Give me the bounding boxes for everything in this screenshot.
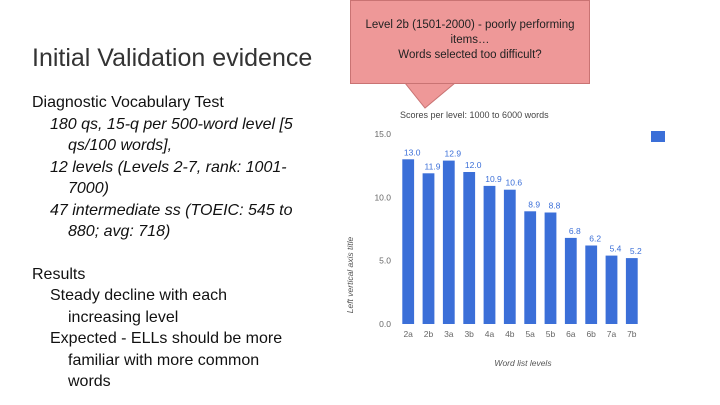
callout-box: Level 2b (1501-2000) - poorly performing… [350, 0, 590, 84]
data-label: 8.8 [549, 201, 561, 211]
y-tick-label: 0.0 [379, 319, 391, 329]
data-label: 12.0 [465, 160, 482, 170]
data-label: 5.2 [630, 246, 642, 256]
x-tick-label: 5a [525, 329, 535, 339]
x-tick-label: 2a [403, 329, 413, 339]
bullet-item: Expected - ELLs should be more familiar … [50, 328, 352, 393]
bar-3a [442, 160, 455, 324]
bar-4a [483, 185, 496, 324]
bullet-text-cont: 880; avg: 718) [68, 223, 171, 240]
bullet-item: 12 levels (Levels 2-7, rank: 1001- 7000) [50, 157, 352, 200]
bullet-text-cont: words [68, 373, 111, 390]
bar-3b [463, 172, 476, 324]
x-tick-label: 6a [566, 329, 576, 339]
data-label: 13.0 [404, 147, 421, 157]
bullet-item: 180 qs, 15-q per 500-word level [5 qs/10… [50, 114, 352, 157]
data-label: 5.4 [610, 244, 622, 254]
slide-title: Initial Validation evidence [32, 44, 313, 72]
bullet-text: 12 levels (Levels 2-7, rank: 1001- [50, 158, 287, 176]
y-tick-label: 10.0 [374, 192, 391, 202]
bar-2a [402, 159, 415, 324]
chart-title: Scores per level: 1000 to 6000 words [400, 110, 549, 120]
x-tick-label: 7a [607, 329, 617, 339]
bar-chart: Scores per level: 1000 to 6000 words Lef… [345, 110, 642, 368]
data-label: 6.8 [569, 226, 581, 236]
bar-7b [625, 258, 638, 324]
x-tick-label: 5b [546, 329, 556, 339]
bullet-text-cont: 7000) [68, 180, 109, 197]
bar-6a [564, 237, 577, 324]
x-tick-label: 3b [464, 329, 474, 339]
bullet-text-cont: familiar with more common [68, 351, 260, 369]
x-tick-label: 7b [627, 329, 637, 339]
data-label: 8.9 [528, 199, 540, 209]
bar-4b [503, 189, 516, 324]
callout-line: Words selected too difficult? [398, 49, 542, 61]
legend-swatch [651, 131, 665, 142]
bullet-text: Steady decline with each [50, 287, 227, 304]
bar-2b [422, 173, 435, 324]
bullet-text-cont: qs/100 words], [68, 137, 173, 154]
bar-5a [524, 211, 537, 324]
callout-line: items… [450, 34, 490, 46]
x-tick-label: 3a [444, 329, 454, 339]
section-heading-results: Results [32, 265, 86, 283]
x-tick-label: 4a [485, 329, 495, 339]
y-axis-title: Left vertical axis title [345, 236, 355, 313]
y-tick-label: 5.0 [379, 256, 391, 266]
x-tick-label: 2b [424, 329, 434, 339]
callout-line: Level 2b (1501-2000) - poorly performing [365, 19, 575, 31]
data-label: 6.2 [589, 234, 601, 244]
data-label: 12.9 [445, 149, 462, 159]
bullet-item: Steady decline with each increasing leve… [50, 285, 352, 328]
data-label: 10.9 [485, 174, 502, 184]
x-axis-title: Word list levels [494, 358, 552, 368]
bullet-item: 47 intermediate ss (TOEIC: 545 to 880; a… [50, 200, 352, 243]
bullet-text: 47 intermediate ss (TOEIC: 545 to [50, 201, 293, 219]
bar-5b [544, 212, 557, 324]
bar-6b [585, 245, 598, 324]
data-label: 11.9 [425, 161, 441, 171]
x-tick-label: 4b [505, 329, 515, 339]
y-tick-label: 15.0 [374, 129, 391, 139]
slide-body: Diagnostic Vocabulary Test 180 qs, 15-q … [32, 92, 352, 393]
section-heading-diagnostic: Diagnostic Vocabulary Test [32, 94, 224, 111]
x-tick-label: 6b [586, 329, 596, 339]
bar-7a [605, 255, 618, 324]
bullet-text-cont: increasing level [68, 308, 179, 326]
bullet-text: 180 qs, 15-q per 500-word level [5 [50, 115, 293, 133]
bullet-text: Expected - ELLs should be more [50, 330, 283, 347]
data-label: 10.6 [506, 178, 523, 188]
